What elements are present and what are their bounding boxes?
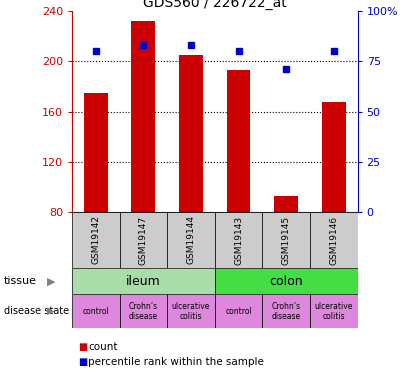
- Bar: [167, 294, 215, 328]
- Text: GSM19145: GSM19145: [282, 215, 291, 265]
- Text: ▶: ▶: [47, 276, 56, 286]
- Bar: [262, 212, 310, 268]
- Title: GDS560 / 226722_at: GDS560 / 226722_at: [143, 0, 286, 10]
- Bar: [84, 93, 108, 212]
- Text: ulcerative
colitis: ulcerative colitis: [172, 302, 210, 321]
- Text: GSM19147: GSM19147: [139, 215, 148, 265]
- Bar: [310, 212, 358, 268]
- Bar: [132, 21, 155, 212]
- Text: ▶: ▶: [47, 306, 55, 316]
- Text: count: count: [88, 342, 118, 352]
- Text: ■: ■: [78, 357, 88, 367]
- Bar: [179, 55, 203, 212]
- Bar: [120, 212, 167, 268]
- Text: control: control: [82, 307, 109, 316]
- Text: disease state: disease state: [4, 306, 69, 316]
- Bar: [322, 102, 346, 212]
- Bar: [72, 268, 215, 294]
- Bar: [274, 196, 298, 212]
- Text: tissue: tissue: [4, 276, 37, 286]
- Text: GSM19144: GSM19144: [187, 216, 196, 264]
- Bar: [215, 212, 262, 268]
- Bar: [310, 294, 358, 328]
- Text: ulcerative
colitis: ulcerative colitis: [314, 302, 353, 321]
- Text: control: control: [225, 307, 252, 316]
- Bar: [72, 294, 120, 328]
- Text: Crohn’s
disease: Crohn’s disease: [129, 302, 158, 321]
- Bar: [167, 212, 215, 268]
- Text: percentile rank within the sample: percentile rank within the sample: [88, 357, 264, 367]
- Text: colon: colon: [269, 275, 303, 288]
- Text: Crohn’s
disease: Crohn’s disease: [272, 302, 301, 321]
- Bar: [215, 294, 262, 328]
- Bar: [120, 294, 167, 328]
- Text: ■: ■: [78, 342, 88, 352]
- Text: GSM19146: GSM19146: [329, 215, 338, 265]
- Bar: [72, 212, 120, 268]
- Text: GSM19143: GSM19143: [234, 215, 243, 265]
- Bar: [215, 268, 358, 294]
- Bar: [226, 70, 250, 212]
- Bar: [262, 294, 310, 328]
- Text: ileum: ileum: [126, 275, 161, 288]
- Text: GSM19142: GSM19142: [91, 216, 100, 264]
